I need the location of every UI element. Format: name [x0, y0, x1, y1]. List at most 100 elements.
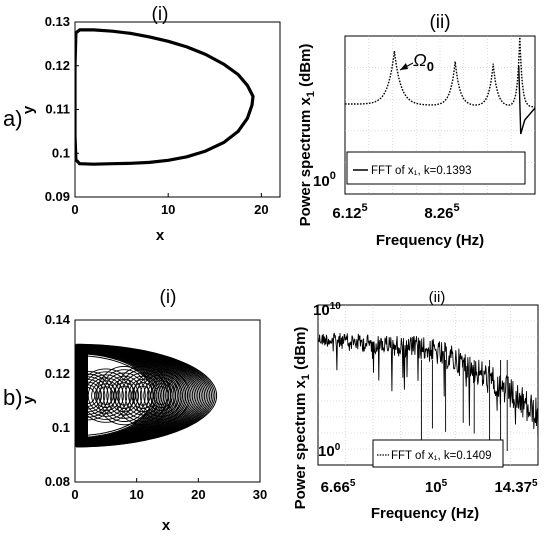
panel-b-i-orbits	[75, 343, 218, 448]
panel-b-ii-xtick-0: 6.665	[321, 478, 356, 496]
orbit-loop	[76, 343, 218, 448]
panel-a-ii-arrowhead	[400, 63, 408, 70]
panel-a-i: (i) a) 0 10 20 0.09 0.1 0.11 0.12 0.13 x y	[3, 4, 281, 244]
panel-a-ii-legend-box	[346, 151, 526, 185]
panel-a-ii-title: (ii)	[429, 12, 450, 33]
x-tick-label: 0	[71, 487, 78, 502]
ytick-base: 10	[313, 173, 330, 190]
panel-a-i-ticks: 0 10 20 0.09 0.1 0.11 0.12 0.13	[45, 14, 269, 217]
orbit-loop	[76, 351, 160, 440]
xtick-exp: 5	[454, 202, 460, 214]
panel-b-i-xlabel: x	[162, 517, 171, 534]
panel-a-ii-xtick-1: 8.265	[424, 202, 459, 222]
y-tick-label: 0.1	[52, 145, 70, 160]
panel-b-i-ylabel: y	[20, 395, 37, 404]
panel-b-ii-ytick-top: 1010	[313, 301, 341, 319]
orbit-loop	[76, 350, 166, 441]
panel-b-ii-ytick-bottom: 100	[318, 442, 341, 460]
panel-b-ii-xtick-2: 14.375	[494, 478, 538, 496]
y-tick-label: 0.12	[45, 366, 70, 381]
x-tick-label: 20	[254, 202, 268, 217]
xtick-exp: 5	[532, 478, 538, 489]
orbit-whorl	[153, 386, 170, 405]
panel-b-ii-spectrum	[318, 332, 538, 455]
xtick-mant: 10	[425, 479, 442, 496]
omega-subscript: 0	[427, 59, 434, 74]
ytick-base: 10	[318, 443, 335, 460]
orbit-whorl	[150, 383, 173, 408]
ylabel-part-1: Power spectrum x	[292, 380, 309, 510]
panel-b-ii-legend-label: FFT of x₁, k=0.1409	[391, 450, 492, 462]
ylabel-sub: 1	[305, 91, 317, 97]
xtick-mant: 6.66	[321, 479, 350, 496]
spectrum-trace	[318, 332, 538, 442]
orbit-whorl	[96, 365, 153, 426]
orbit-whorl	[121, 372, 165, 419]
panel-a-ii-legend-label: FFT of x₁, k=0.1393	[371, 165, 472, 177]
ylabel-part-1: Power spectrum x	[297, 97, 314, 227]
panel-a-ii-xtick-0: 6.125	[332, 202, 367, 222]
panel-a-ii-grid	[345, 36, 535, 194]
x-tick-label: 0	[71, 202, 78, 217]
xtick-mant: 14.37	[494, 479, 532, 496]
xtick-exp: 5	[362, 202, 368, 214]
orbit-whorl	[136, 371, 187, 420]
orbit-whorl	[133, 368, 190, 423]
ylabel-part-2: (dBm)	[297, 44, 314, 92]
x-tick-label: 20	[191, 487, 205, 502]
row-label-a: a)	[3, 106, 23, 131]
ytick-exp: 10	[330, 301, 342, 312]
panel-b-ii-legend-box	[372, 439, 504, 468]
panel-b-ii-grid	[318, 305, 538, 465]
y-tick-label: 0.09	[45, 189, 70, 204]
panel-a-ii-legend: FFT of x₁, k=0.1393	[346, 151, 526, 185]
xtick-exp: 5	[350, 478, 356, 489]
orbit-whorl	[117, 369, 168, 422]
orbit-whorl	[114, 365, 172, 426]
ylabel-part-2: (dBm)	[292, 327, 309, 375]
ytick-base: 10	[313, 302, 330, 319]
panel-a-ii-ylabel: Power spectrum x1 (dBm)	[297, 44, 317, 227]
panel-a-i-orbit-line	[75, 28, 255, 166]
orbit-whorl	[146, 380, 176, 411]
panel-b-ii: (ii) FFT of x₁, k=0.1409 1010 100 6.665 …	[292, 289, 539, 522]
orbit-whorl	[106, 375, 143, 416]
y-tick-label: 0.11	[45, 102, 70, 117]
panel-b-ii-title: (ii)	[429, 289, 446, 306]
y-tick-label: 0.14	[45, 312, 71, 327]
orbit-whorl	[102, 372, 146, 419]
ylabel-sub: 1	[300, 374, 312, 380]
x-tick-label: 10	[161, 202, 175, 217]
panel-a-ii-annotation: Ω0	[413, 50, 434, 74]
y-tick-label: 0.13	[45, 14, 70, 29]
panel-b-i-title: (i)	[160, 287, 177, 308]
xtick-exp: 5	[442, 478, 448, 489]
panel-a-i-title: (i)	[152, 4, 169, 25]
orbit-whorl	[139, 374, 183, 417]
panel-b-ii-ylabel: Power spectrum x1 (dBm)	[292, 327, 312, 510]
omega-symbol: Ω	[413, 50, 427, 70]
orbit-loop	[76, 353, 156, 438]
orbit-whorl	[99, 369, 150, 422]
panel-b-i-ticks: 0 10 20 30 0.08 0.1 0.12 0.14	[45, 312, 268, 502]
xtick-mant: 6.12	[332, 205, 361, 222]
y-tick-label: 0.12	[45, 58, 70, 73]
panel-b-i: (i) b) 0 10 20 30 0.08 0.1 0.12 0.14 x y	[3, 287, 267, 534]
row-label-b: b)	[3, 385, 23, 410]
panel-a-ii-ytick-0: 100	[313, 170, 336, 190]
orbit-whorl	[87, 377, 124, 414]
xtick-mant: 8.26	[424, 205, 453, 222]
panel-a-ii: (ii) Ω0 FFT of x₁, k=0.1393 100 6.125 8.…	[297, 12, 536, 249]
x-tick-label: 10	[129, 487, 143, 502]
panel-a-ii-spectrum-line	[345, 36, 535, 108]
x-tick-label: 30	[253, 487, 267, 502]
y-tick-label: 0.1	[52, 420, 70, 435]
orbit-whorl	[128, 378, 158, 413]
orbit-loop	[76, 350, 163, 441]
ytick-exp: 0	[335, 442, 341, 453]
orbit-whorl	[91, 380, 121, 411]
panel-a-i-xlabel: x	[156, 227, 165, 244]
panel-b-ii-legend: FFT of x₁, k=0.1409	[372, 439, 504, 468]
panel-b-ii-xlabel: Frequency (Hz)	[371, 505, 479, 522]
